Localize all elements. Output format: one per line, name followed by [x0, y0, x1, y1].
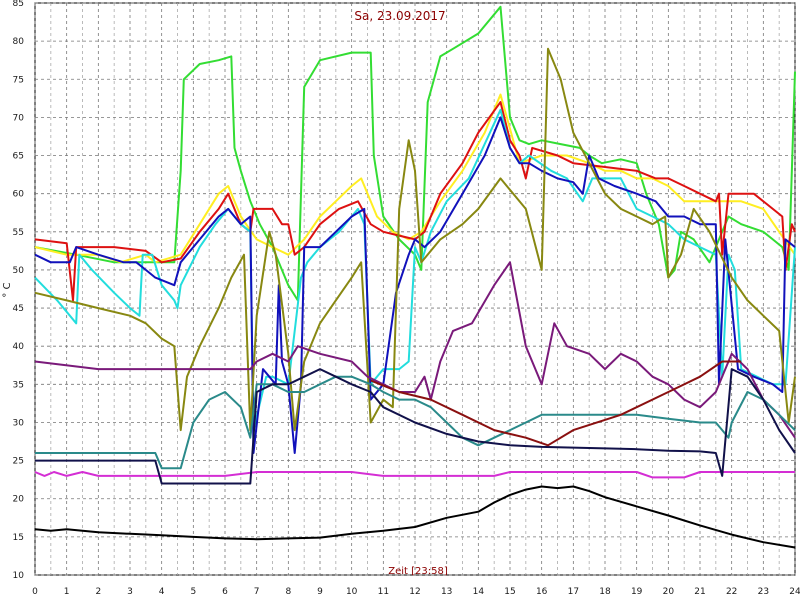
y-tick-labels: 10 15 20 25 30 35 40 45 50 55 60 65 70 75 80 85 [13, 0, 25, 581]
x-tick-label: 7 [254, 587, 260, 597]
x-tick-label: 8 [285, 587, 291, 597]
y-axis-label: ° C [2, 282, 13, 297]
x-tick-label: 1 [64, 587, 70, 597]
y-tick-label: 70 [13, 113, 25, 123]
y-tick-label: 75 [13, 75, 24, 85]
x-tick-label: 4 [159, 587, 165, 597]
x-tick-label: 15 [504, 587, 515, 597]
x-tick-labels: 0 1 2 3 4 5 6 7 8 9 10 11 12 13 14 15 16 17 18 19 20 21 22 23 24 [32, 587, 800, 597]
y-tick-label: 30 [13, 418, 25, 428]
series-line-1 [34, 5, 796, 302]
series-line-8 [34, 471, 795, 479]
y-tick-label: 10 [13, 571, 25, 581]
x-tick-label: 14 [473, 587, 485, 597]
x-tick-label: 12 [409, 587, 420, 597]
series-line-12 [34, 485, 796, 549]
x-tick-label: 23 [758, 587, 769, 597]
y-tick-label: 20 [13, 495, 25, 505]
series-line-2 [34, 93, 796, 264]
series-line-9 [35, 375, 796, 470]
series-line-5 [34, 116, 796, 454]
y-tick-label: 45 [13, 304, 24, 314]
y-tick-label: 50 [13, 266, 25, 276]
x-tick-label: 9 [317, 587, 323, 597]
x-tick-label: 2 [95, 587, 101, 597]
x-tick-label: 19 [631, 587, 643, 597]
series-line-6 [34, 47, 796, 432]
x-tick-label: 6 [222, 587, 228, 597]
series-line-7 [34, 261, 796, 439]
x-tick-label: 11 [378, 587, 389, 597]
x-tick-label: 0 [32, 587, 38, 597]
x-tick-label: 5 [190, 587, 196, 597]
y-tick-label: 25 [13, 457, 24, 467]
y-tick-label: 80 [13, 37, 25, 47]
x-tick-label: 24 [789, 587, 800, 597]
x-tick-label: 22 [726, 587, 737, 597]
grid [34, 2, 796, 576]
x-tick-label: 20 [663, 587, 675, 597]
y-tick-label: 85 [13, 0, 24, 9]
x-tick-label: 21 [694, 587, 705, 597]
x-tick-label: 17 [568, 587, 579, 597]
x-tick-label: 18 [599, 587, 611, 597]
series-line-11 [370, 360, 742, 447]
y-tick-label: 65 [13, 152, 24, 162]
series-line-4 [34, 108, 796, 432]
x-axis-label: Zeit [23:58] [388, 566, 448, 577]
y-tick-label: 15 [13, 533, 24, 543]
y-tick-label: 40 [13, 342, 25, 352]
x-tick-label: 3 [127, 587, 133, 597]
chart-title: Sa, 23.09.2017 [354, 9, 445, 23]
series-layer [34, 5, 796, 549]
y-tick-label: 35 [13, 380, 24, 390]
y-tick-label: 55 [13, 228, 24, 238]
y-tick-label: 60 [13, 190, 25, 200]
x-tick-label: 16 [536, 587, 548, 597]
x-tick-label: 10 [346, 587, 358, 597]
x-tick-label: 13 [441, 587, 452, 597]
series-line-10 [35, 368, 796, 485]
